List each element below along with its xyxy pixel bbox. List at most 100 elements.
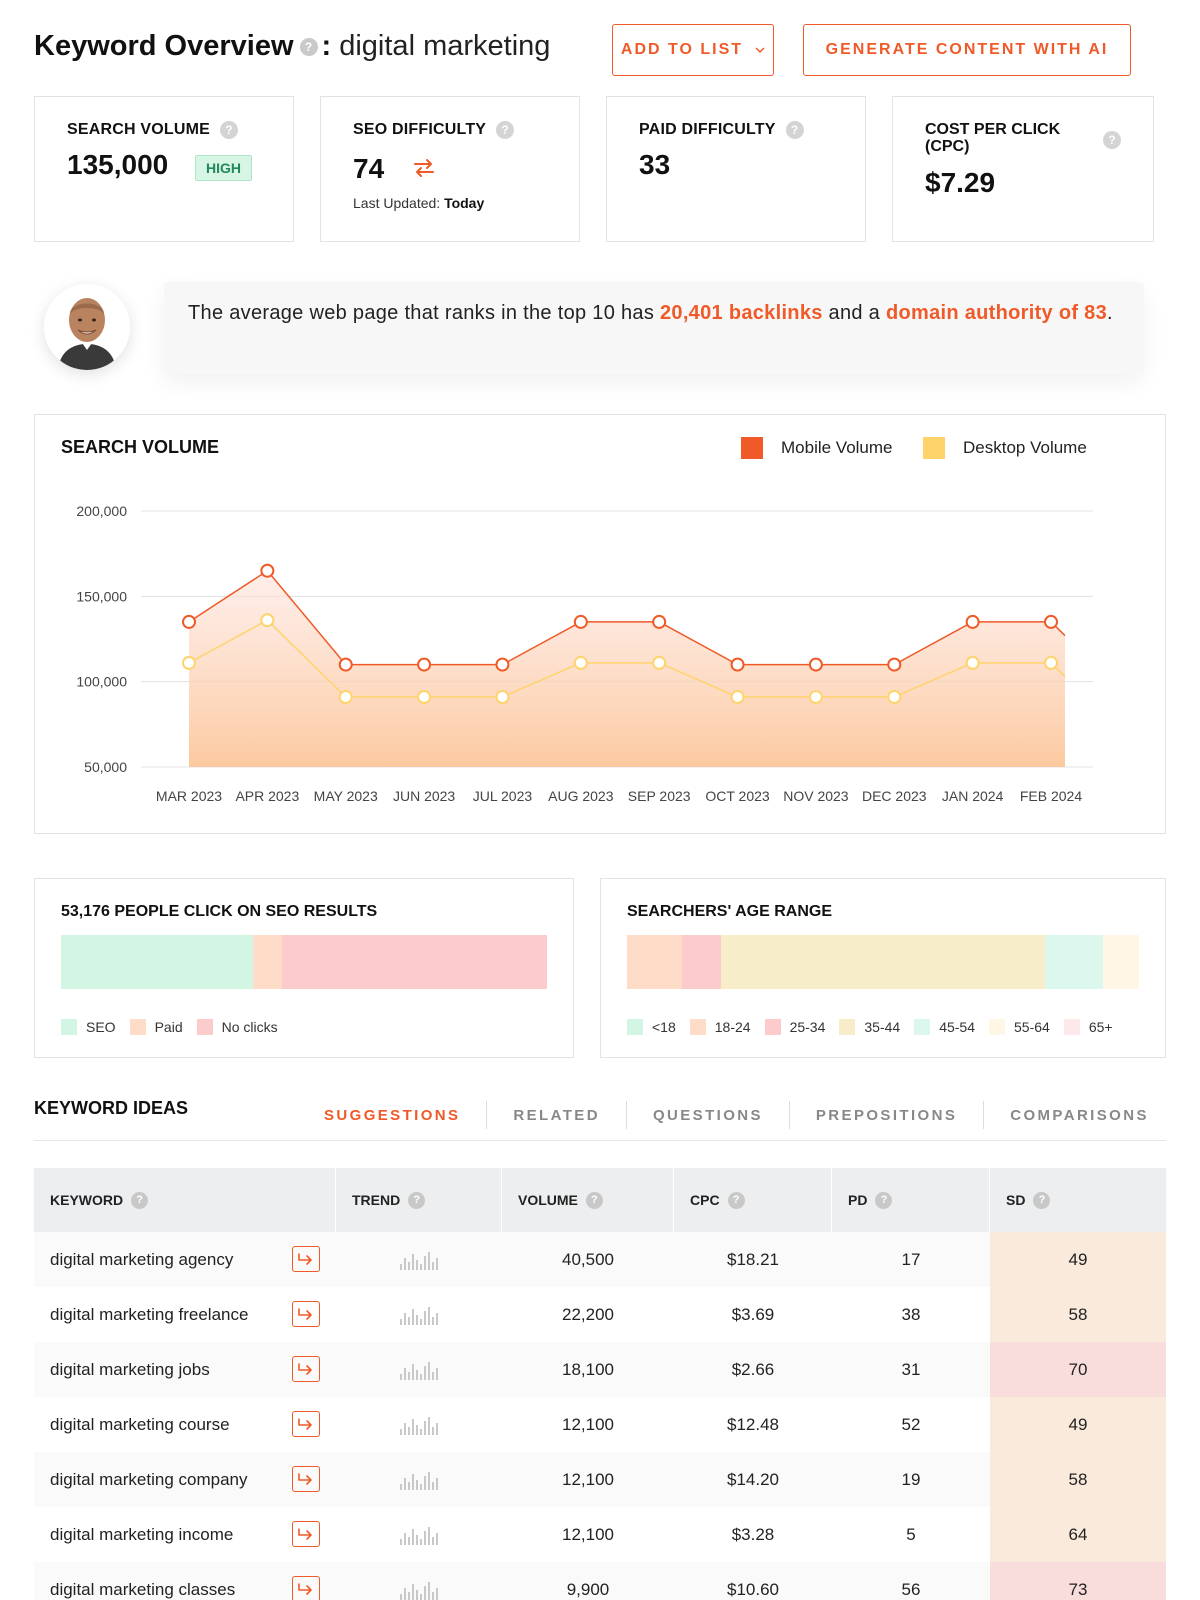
trend-bar xyxy=(424,1255,426,1270)
help-icon[interactable]: ? xyxy=(408,1191,426,1209)
open-keyword-icon[interactable] xyxy=(292,1301,320,1327)
trend-bar xyxy=(404,1587,406,1600)
trend-bar xyxy=(416,1534,418,1545)
keyword-cell: digital marketing income xyxy=(34,1507,336,1562)
pd-cell: 52 xyxy=(901,1414,921,1434)
search-volume-label-text: SEARCH VOLUME xyxy=(67,121,211,139)
open-keyword-icon[interactable] xyxy=(292,1576,320,1600)
column-header-sd[interactable]: SD? xyxy=(990,1168,1166,1232)
help-icon[interactable]: ? xyxy=(875,1191,893,1209)
legend-item: No clicks xyxy=(196,1019,278,1035)
open-keyword-icon[interactable] xyxy=(292,1411,320,1437)
legend-label: No clicks xyxy=(221,1019,278,1035)
y-tick-label: 100,000 xyxy=(76,674,127,690)
column-header-keyword[interactable]: KEYWORD? xyxy=(34,1168,336,1232)
trend-bar xyxy=(420,1538,422,1545)
trend-bar xyxy=(424,1310,426,1325)
keyword-text: digital marketing classes xyxy=(50,1579,236,1599)
tab-comparisons[interactable]: COMPARISONS xyxy=(983,1101,1175,1129)
legend-item: 45-54 xyxy=(914,1019,975,1035)
trend-bar xyxy=(428,1416,430,1435)
bar-segment xyxy=(627,935,683,989)
pd-cell: 17 xyxy=(901,1249,921,1269)
legend-swatch xyxy=(129,1019,146,1035)
trend-cell xyxy=(336,1452,502,1507)
bar-segment xyxy=(252,935,283,989)
table-row[interactable]: digital marketing jobs 18,100 $2.66 31 70 xyxy=(34,1342,1166,1397)
legend-swatch xyxy=(764,1019,781,1035)
table-row[interactable]: digital marketing company 12,100 $14.20 19 5… xyxy=(34,1452,1166,1507)
help-icon[interactable]: ? xyxy=(727,1191,745,1209)
tab-prepositions[interactable]: PREPOSITIONS xyxy=(788,1101,983,1129)
legend-desktop[interactable]: Desktop Volume xyxy=(923,437,1087,459)
trend-bars-icon xyxy=(400,1250,438,1270)
help-icon[interactable]: ? xyxy=(585,1191,603,1209)
trend-bar xyxy=(432,1591,434,1600)
column-header-volume[interactable]: VOLUME? xyxy=(502,1168,674,1232)
legend-swatch xyxy=(989,1019,1005,1035)
trend-bar xyxy=(416,1424,418,1435)
generate-content-button[interactable]: GENERATE CONTENT WITH AI xyxy=(803,24,1131,76)
legend-mobile[interactable]: Mobile Volume xyxy=(741,437,893,459)
data-point-desktop xyxy=(182,655,196,670)
data-point-desktop xyxy=(260,613,275,628)
x-tick-label: MAY 2023 xyxy=(314,788,378,804)
table-row[interactable]: digital marketing income 12,100 $3.28 5 64 xyxy=(34,1507,1166,1562)
trend-bar xyxy=(428,1526,430,1545)
legend-swatch xyxy=(627,1019,643,1035)
column-header-trend[interactable]: TREND? xyxy=(336,1168,502,1232)
legend-swatch xyxy=(1063,1019,1080,1035)
sd-cell: 58 xyxy=(990,1452,1166,1507)
legend-label: Paid xyxy=(154,1019,183,1035)
table-row[interactable]: digital marketing classes 9,900 $10.60 56 73 xyxy=(34,1562,1166,1600)
data-point-mobile xyxy=(652,614,667,629)
trend-bar xyxy=(404,1367,406,1380)
add-to-list-button[interactable]: ADD TO LIST xyxy=(612,24,774,76)
data-point-desktop xyxy=(730,690,745,705)
y-tick-label: 150,000 xyxy=(76,588,127,604)
tab-related[interactable]: RELATED xyxy=(486,1101,626,1129)
help-icon[interactable]: ? xyxy=(785,121,804,139)
help-icon[interactable]: ? xyxy=(1033,1191,1051,1209)
data-point-desktop xyxy=(495,690,510,705)
help-icon[interactable]: ? xyxy=(220,121,239,139)
trend-bar xyxy=(412,1363,414,1380)
trend-bar xyxy=(420,1593,422,1600)
data-point-mobile xyxy=(808,657,823,672)
table-row[interactable]: digital marketing freelance 22,200 $3.69 38… xyxy=(34,1287,1166,1342)
keyword-text: digital marketing jobs xyxy=(50,1359,210,1379)
open-keyword-icon[interactable] xyxy=(292,1356,320,1382)
legend-label: 65+ xyxy=(1088,1019,1113,1035)
seo-difficulty-label-text: SEO DIFFICULTY xyxy=(353,121,487,139)
pd-cell: 56 xyxy=(901,1579,921,1599)
column-label: VOLUME xyxy=(518,1192,578,1208)
table-row[interactable]: digital marketing agency 40,500 $18.21 17 49 xyxy=(34,1232,1166,1287)
column-header-pd[interactable]: PD? xyxy=(832,1168,990,1232)
sd-cell: 64 xyxy=(990,1507,1166,1562)
help-icon[interactable]: ? xyxy=(1103,131,1121,149)
legend-item: 65+ xyxy=(1063,1019,1113,1035)
table-row[interactable]: digital marketing course 12,100 $12.48 52 49 xyxy=(34,1397,1166,1452)
open-keyword-icon[interactable] xyxy=(292,1246,320,1272)
help-icon[interactable]: ? xyxy=(496,121,515,139)
data-point-mobile xyxy=(417,657,432,672)
x-tick-label: AUG 2023 xyxy=(548,788,614,804)
swap-icon[interactable] xyxy=(411,155,437,181)
cpc-card: COST PER CLICK (CPC) ? $7.29 xyxy=(892,96,1154,242)
trend-bar xyxy=(432,1316,434,1325)
x-tick-label: MAR 2023 xyxy=(156,788,222,804)
help-icon[interactable]: ? xyxy=(299,38,318,57)
help-icon[interactable]: ? xyxy=(131,1191,149,1209)
volume-cell: 18,100 xyxy=(562,1359,614,1379)
table-body: digital marketing agency 40,500 $18.21 17 49… xyxy=(34,1232,1166,1600)
legend-swatch xyxy=(839,1019,856,1035)
sd-cell: 49 xyxy=(990,1232,1166,1287)
tab-suggestions[interactable]: SUGGESTIONS xyxy=(324,1106,461,1124)
pd-cell: 31 xyxy=(901,1359,921,1379)
open-keyword-icon[interactable] xyxy=(292,1466,320,1492)
domain-authority-highlight: domain authority of 83 xyxy=(885,302,1108,324)
trend-bar xyxy=(416,1479,418,1490)
tab-questions[interactable]: QUESTIONS xyxy=(625,1101,789,1129)
open-keyword-icon[interactable] xyxy=(292,1521,320,1547)
column-header-cpc[interactable]: CPC? xyxy=(674,1168,832,1232)
